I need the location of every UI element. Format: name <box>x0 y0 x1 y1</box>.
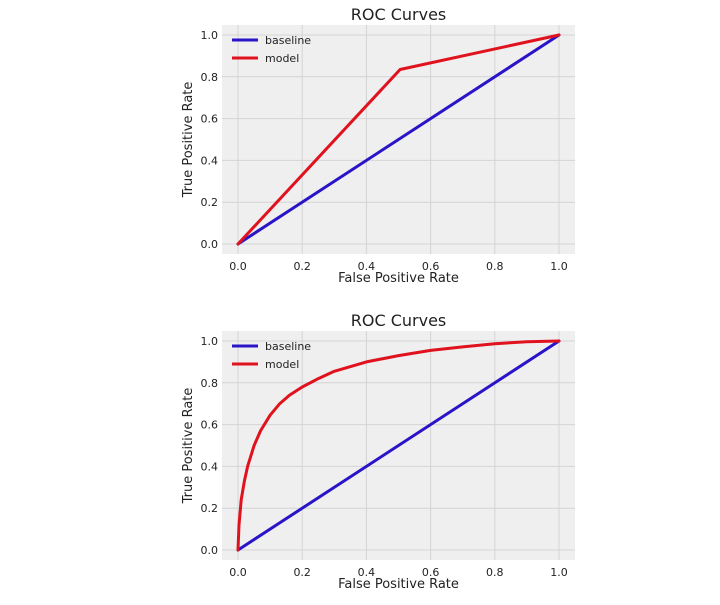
legend-label-model: model <box>265 358 299 371</box>
x-axis-label: False Positive Rate <box>338 271 459 286</box>
x-tick-label: 0.2 <box>293 260 311 273</box>
y-tick-label: 1.0 <box>201 335 219 348</box>
y-tick-label: 0.6 <box>201 113 219 126</box>
y-tick-label: 0.6 <box>201 419 219 432</box>
roc-chart-1: 0.0 0.2 0.4 0.6 0.8 1.0 0.0 0.2 0.4 0.6 0.8 1.0 ROC … <box>181 5 575 286</box>
series-line-baseline <box>236 339 561 552</box>
series-line-model <box>236 33 561 246</box>
y-tick-label: 0.8 <box>201 71 219 84</box>
y-axis-label: True Positive Rate <box>181 82 196 199</box>
x-tick-label: 0.0 <box>229 566 247 579</box>
legend-label-baseline: baseline <box>265 340 311 353</box>
legend-label-model: model <box>265 52 299 65</box>
y-tick-label: 0.4 <box>201 154 219 167</box>
x-tick-label: 0.2 <box>293 566 311 579</box>
roc-chart-2: 0.0 0.2 0.4 0.6 0.8 1.0 0.0 0.2 0.4 0.6 0.8 1.0 ROC … <box>181 311 575 592</box>
series-line-model <box>236 339 561 552</box>
y-tick-label: 0.8 <box>201 377 219 390</box>
x-tick-label: 0.8 <box>486 566 504 579</box>
x-tick-label: 0.6 <box>422 260 440 273</box>
legend: baseline model <box>232 34 311 65</box>
chart-title: ROC Curves <box>351 5 447 24</box>
legend: baseline model <box>232 340 311 371</box>
x-tick-label: 0.6 <box>422 566 440 579</box>
x-axis-label: False Positive Rate <box>338 577 459 592</box>
legend-label-baseline: baseline <box>265 34 311 47</box>
x-tick-label: 1.0 <box>550 260 568 273</box>
x-tick-label: 1.0 <box>550 566 568 579</box>
chart-title: ROC Curves <box>351 311 447 330</box>
y-axis-label: True Positive Rate <box>181 388 196 505</box>
series-line-baseline <box>236 33 561 246</box>
x-tick-label: 0.4 <box>358 566 376 579</box>
x-tick-label: 0.0 <box>229 260 247 273</box>
y-tick-label: 1.0 <box>201 29 219 42</box>
x-tick-label: 0.4 <box>358 260 376 273</box>
y-tick-label: 0.2 <box>201 196 219 209</box>
y-tick-label: 0.0 <box>201 238 219 251</box>
y-tick-label: 0.0 <box>201 544 219 557</box>
y-tick-label: 0.4 <box>201 460 219 473</box>
y-tick-label: 0.2 <box>201 502 219 515</box>
x-tick-label: 0.8 <box>486 260 504 273</box>
